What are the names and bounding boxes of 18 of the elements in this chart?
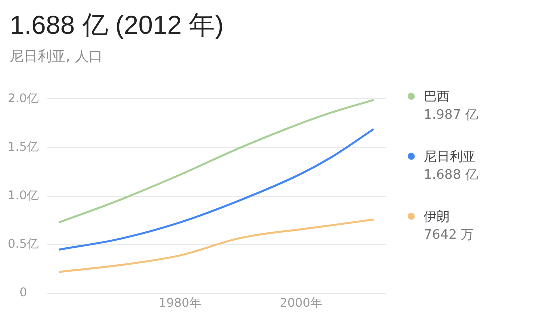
legend-label: 巴西 bbox=[424, 89, 451, 106]
y-tick-label: 1.0亿 bbox=[8, 188, 40, 203]
y-tick-label: 0 bbox=[20, 286, 28, 300]
text: 7642 万 bbox=[424, 227, 476, 244]
line-series bbox=[58, 218, 375, 274]
x-tick-label: 2000年 bbox=[280, 296, 323, 310]
text: 1.688 亿 bbox=[424, 167, 478, 184]
line-series bbox=[58, 99, 375, 224]
legend-label: 尼日利亚 bbox=[424, 149, 477, 166]
y-tick-label: 0.5亿 bbox=[8, 237, 40, 252]
legend-label: 伊朗 bbox=[424, 209, 451, 226]
line-series bbox=[58, 128, 375, 251]
y-tick-label: 2.0亿 bbox=[8, 91, 40, 106]
text: 1.987 亿 bbox=[424, 107, 478, 124]
chart-subtitle: 尼日利亚, 人口 bbox=[10, 48, 103, 66]
x-tick-label: 1980年 bbox=[158, 296, 202, 310]
chart-title: 1.688 亿 (2012 年) bbox=[10, 9, 224, 42]
y-tick-label: 1.5亿 bbox=[8, 140, 40, 154]
